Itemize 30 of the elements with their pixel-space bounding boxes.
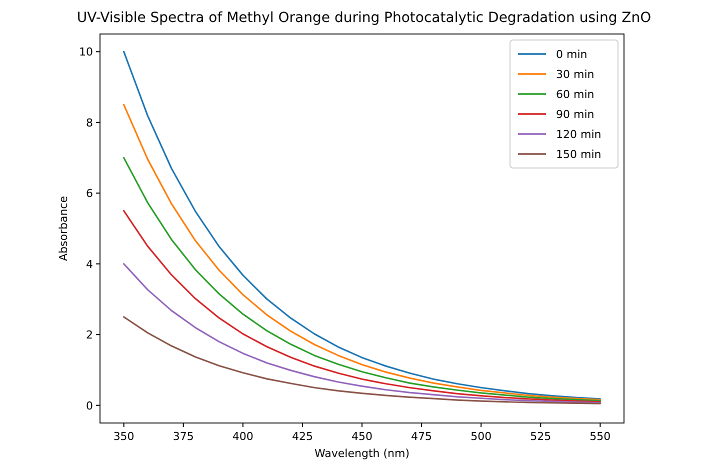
x-tick-label: 350	[113, 430, 134, 443]
legend-label: 150 min	[556, 148, 602, 161]
y-tick-label: 0	[86, 399, 93, 412]
y-tick-label: 10	[79, 46, 93, 59]
line-series	[123, 50, 601, 400]
x-tick-label: 375	[172, 430, 194, 443]
legend-label: 90 min	[556, 108, 594, 121]
x-axis-title: Wavelength (nm)	[314, 447, 410, 460]
line-series	[123, 210, 601, 403]
x-tick-label: 400	[232, 430, 254, 443]
line-series	[123, 263, 601, 404]
x-tick-label: 475	[411, 430, 432, 443]
y-tick-label: 8	[86, 116, 93, 130]
y-axis-title: Absorbance	[57, 196, 70, 262]
x-tick-label: 425	[292, 430, 313, 443]
line-series	[123, 316, 601, 404]
y-tick-label: 6	[86, 187, 93, 200]
x-tick-label: 450	[352, 430, 372, 443]
chart-title: UV-Visible Spectra of Methyl Orange during Photocatalytic Degradation using ZnO	[76, 10, 652, 26]
legend-label: 30 min	[556, 68, 594, 81]
x-tick-label: 525	[530, 430, 552, 443]
line-series	[123, 156, 601, 402]
legend-label: 0 min	[556, 48, 588, 61]
line-series	[123, 104, 601, 400]
legend-label: 60 min	[556, 88, 594, 101]
y-tick-label: 4	[86, 258, 93, 271]
x-tick-label: 550	[590, 430, 611, 443]
legend-label: 120 min	[556, 128, 602, 141]
y-tick-label: 2	[86, 328, 93, 342]
x-tick-label: 500	[470, 430, 492, 443]
